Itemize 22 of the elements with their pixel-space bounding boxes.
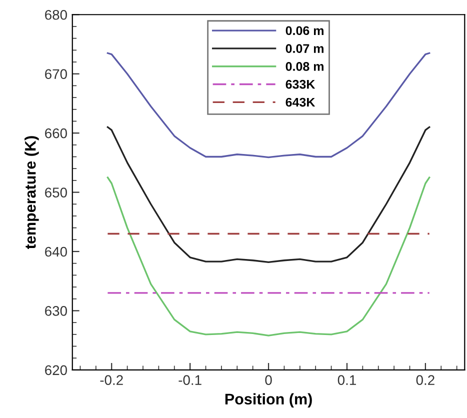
y-tick-label: 640 [45, 246, 67, 257]
x-axis-title: Position (m) [225, 393, 312, 408]
y-axis-title: temperature (K) [24, 136, 39, 249]
y-tick-label: 660 [45, 128, 67, 138]
y-tick-label: 650 [45, 188, 67, 198]
legend-label: 0.07 m [286, 44, 324, 53]
x-tick-label: -0.2 [100, 375, 123, 385]
x-tick-label: -0.1 [178, 375, 202, 385]
y-tick-label: 670 [45, 69, 67, 80]
y-tick-label: 620 [45, 365, 67, 376]
legend-label: 643K [286, 98, 316, 107]
legend-label: 633K [286, 80, 316, 89]
legend-label: 0.06 m [286, 26, 324, 36]
line-series [106, 176, 430, 336]
x-tick-label: 0.2 [416, 375, 434, 385]
x-tick-label: 0.1 [338, 375, 356, 385]
y-tick-label: 680 [45, 10, 67, 20]
line-series [106, 52, 430, 158]
legend-label: 0.08 m [286, 62, 324, 71]
x-tick-label: 0 [265, 375, 272, 385]
line-series [106, 126, 430, 263]
y-tick-label: 630 [45, 306, 67, 316]
